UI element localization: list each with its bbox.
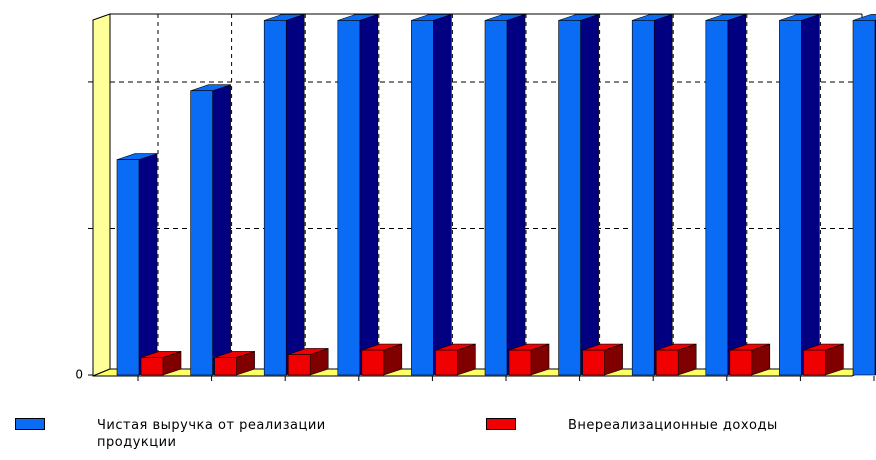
bar [729, 349, 753, 376]
bar-side [580, 13, 599, 376]
bar-side [433, 13, 452, 376]
bar [484, 20, 508, 376]
bar [214, 357, 237, 376]
bar-side [727, 13, 747, 376]
y-tick-label: 0 [75, 368, 83, 382]
left-wall [92, 13, 111, 377]
bar [190, 90, 213, 376]
bar [705, 20, 729, 376]
legend-swatch [486, 418, 516, 430]
bar [558, 20, 581, 376]
bar [779, 20, 802, 376]
bar-top [852, 14, 876, 21]
bar [803, 349, 826, 376]
bar [140, 357, 164, 376]
bar [508, 349, 532, 376]
bar [631, 20, 655, 376]
bar [852, 20, 876, 376]
bar [435, 349, 458, 376]
bar [411, 20, 434, 376]
bar-side [138, 153, 158, 376]
bar [287, 354, 311, 376]
bar-side [212, 84, 231, 376]
bar [655, 349, 679, 376]
legend-swatch [15, 418, 45, 430]
legend-label: Чистая выручка от реализации продукции [97, 418, 326, 450]
bar-side [359, 13, 379, 376]
chart: 0 [75, 13, 876, 382]
bar [337, 20, 361, 376]
bar [361, 349, 385, 376]
bar [263, 20, 287, 376]
legend-label: Внереализационные доходы [568, 418, 778, 433]
bar [582, 349, 605, 376]
bar-side [285, 13, 305, 376]
bar-side [801, 13, 820, 376]
bar-side [506, 13, 526, 376]
bar [116, 159, 140, 376]
bar-side [653, 13, 673, 376]
